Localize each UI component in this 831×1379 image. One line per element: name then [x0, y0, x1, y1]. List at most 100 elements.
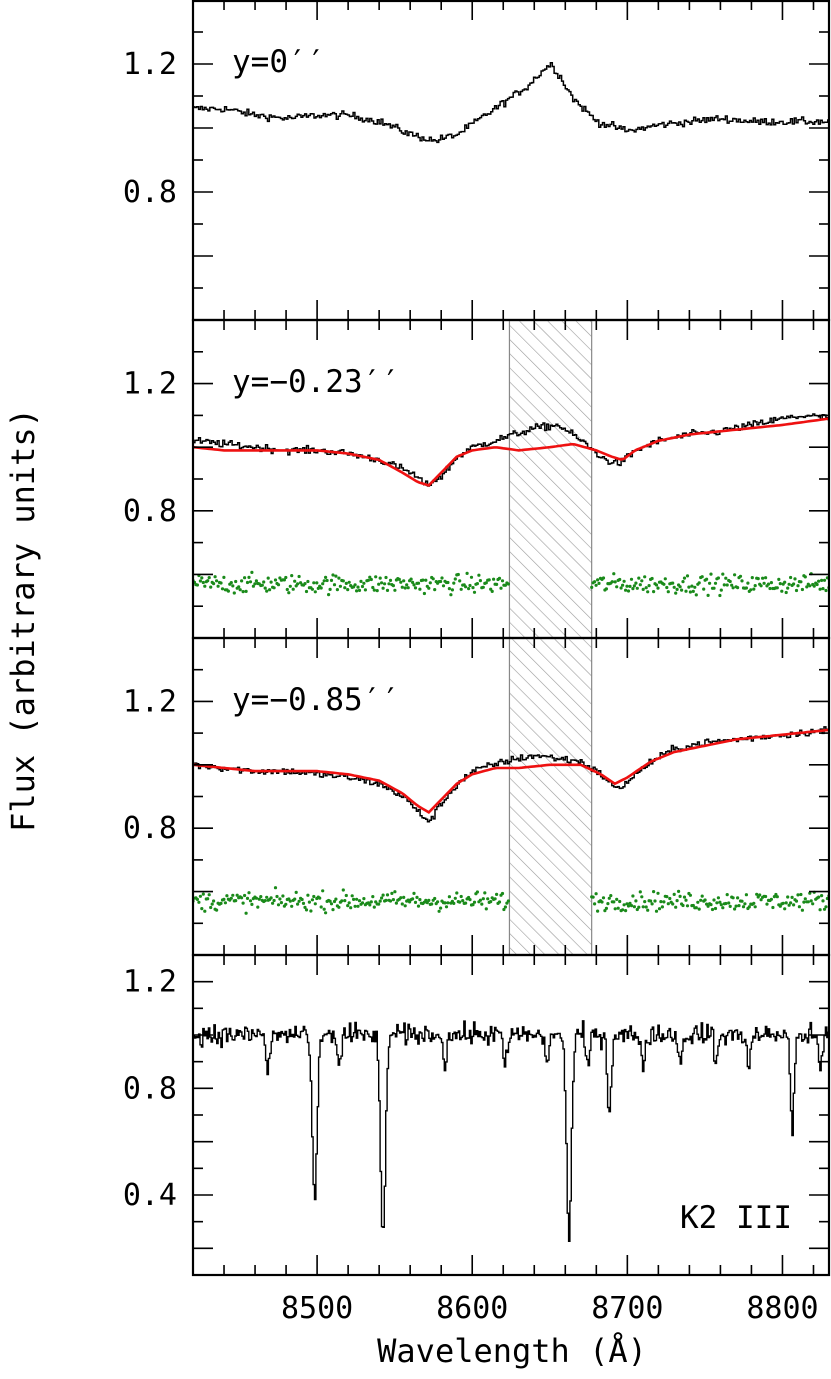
y-tick-label: 1.2: [123, 47, 177, 82]
residual-point: [269, 580, 273, 584]
residual-point: [490, 589, 494, 594]
residual-point: [297, 574, 301, 579]
residual-point: [222, 575, 226, 580]
residual-point: [245, 580, 250, 585]
residual-point: [388, 578, 393, 583]
panel-label: y=0′′: [232, 44, 325, 80]
residual-point: [697, 907, 701, 911]
residual-point: [337, 905, 341, 909]
residual-point: [604, 587, 609, 591]
y-axis-title: Flux (arbitrary units): [4, 408, 42, 832]
residual-point: [328, 899, 332, 903]
residual-point: [769, 897, 774, 901]
residual-point: [478, 898, 482, 902]
residual-point: [216, 584, 220, 588]
residual-point: [654, 583, 659, 587]
residual-point: [418, 898, 422, 902]
residual-point: [369, 577, 373, 582]
residual-point: [359, 579, 363, 584]
residual-point: [730, 583, 734, 587]
residual-point: [796, 893, 800, 897]
residual-point: [778, 904, 782, 908]
residual-point: [820, 894, 824, 898]
residual-point: [352, 897, 356, 902]
residual-point: [243, 893, 247, 898]
residual-point: [624, 588, 628, 592]
residual-point: [803, 575, 807, 579]
residual-point: [391, 584, 395, 588]
residual-point: [493, 897, 497, 901]
residual-point: [500, 579, 505, 583]
residual-point: [436, 900, 440, 904]
residual-point: [768, 586, 772, 591]
residual-point: [794, 899, 799, 903]
residual-point: [691, 589, 695, 594]
residual-point: [677, 889, 681, 894]
residual-point: [402, 579, 406, 583]
residual-point: [452, 901, 456, 906]
residual-point: [675, 587, 679, 592]
plot-area-4: [193, 1020, 829, 1242]
residual-point: [637, 905, 641, 909]
residual-point: [618, 899, 622, 904]
residual-point: [347, 580, 351, 584]
residual-point: [440, 576, 444, 580]
residual-point: [612, 572, 616, 576]
residual-point: [678, 894, 682, 899]
residual-point: [411, 580, 415, 585]
residual-point: [219, 581, 223, 585]
residual-point: [265, 589, 269, 593]
residual-point: [349, 906, 353, 910]
residual-point: [427, 586, 431, 590]
residual-point: [500, 891, 505, 896]
panel-3: 0.8 1.2 y=−0.85′′: [123, 636, 831, 957]
residual-point: [618, 577, 622, 582]
residual-point: [744, 893, 749, 897]
residual-point: [702, 587, 706, 591]
residual-point: [643, 575, 647, 579]
residual-point: [728, 904, 732, 909]
residual-point: [251, 584, 255, 588]
residual-point: [369, 900, 373, 904]
residual-point: [744, 586, 749, 590]
residual-point: [453, 577, 457, 581]
residual-point: [206, 897, 210, 901]
residual-point: [377, 582, 381, 586]
residual-point: [247, 891, 251, 895]
residual-point: [276, 583, 281, 587]
residual-point: [353, 904, 357, 908]
residual-point: [391, 898, 395, 902]
residual-point: [712, 586, 716, 590]
residual-point: [306, 893, 310, 897]
residual-point: [300, 897, 304, 902]
residual-point: [610, 580, 614, 584]
residual-point: [616, 906, 620, 910]
residual-point: [424, 578, 428, 582]
residual-point: [797, 905, 802, 909]
residual-point: [634, 899, 638, 903]
residual-point: [715, 901, 719, 905]
residual-point: [341, 888, 345, 892]
residual-point: [318, 896, 322, 900]
residual-point: [492, 577, 496, 581]
residual-point: [207, 893, 211, 897]
residual-point: [197, 900, 201, 904]
residual-point: [818, 908, 822, 912]
residual-point: [769, 581, 774, 585]
residual-point: [690, 584, 694, 588]
residual-point: [596, 909, 600, 913]
residual-point: [229, 896, 233, 900]
residual-point: [694, 593, 698, 597]
residual-point: [343, 586, 347, 590]
residual-point: [662, 582, 666, 586]
residual-point: [799, 892, 803, 897]
residual-point: [441, 584, 446, 588]
panels-group: 0.8 1.2 y=0′′ 0.8 1.2 y=−0.23′′ 0.8 1.2 y=−0.85′…: [123, 0, 831, 1326]
residual-point: [624, 909, 628, 913]
residual-point: [226, 589, 230, 593]
residual-point: [372, 588, 376, 592]
residual-point: [684, 898, 688, 902]
residual-point: [347, 901, 351, 905]
residual-point: [431, 577, 435, 581]
residual-point: [622, 903, 626, 907]
